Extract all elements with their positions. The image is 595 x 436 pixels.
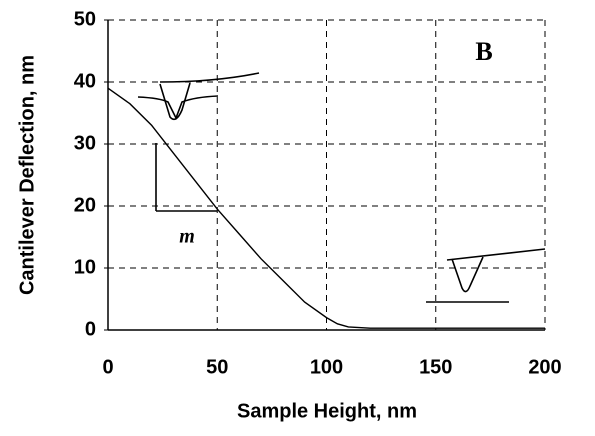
y-tick-label: 40 [74, 70, 96, 92]
slope-triangle [155, 143, 217, 212]
x-tick-label: 150 [419, 356, 452, 378]
y-axis-title: Cantilever Deflection, nm [16, 55, 38, 295]
y-tick-label: 50 [74, 8, 96, 30]
x-tick-label: 200 [528, 356, 561, 378]
tip-sketch-free [426, 248, 546, 303]
slope-label: m [179, 226, 195, 248]
y-tick-label: 10 [74, 256, 96, 278]
y-tick-label: 20 [74, 194, 96, 216]
x-tick-label: 0 [102, 356, 113, 378]
tip-sketch-contact [137, 72, 260, 121]
x-tick-label: 100 [310, 356, 343, 378]
x-axis-title: Sample Height, nm [237, 400, 417, 422]
y-tick-label: 30 [74, 132, 96, 154]
y-tick-label: 0 [85, 318, 96, 340]
x-tick-label: 50 [206, 356, 228, 378]
data-line [107, 87, 545, 329]
panel-label: B [475, 37, 492, 66]
